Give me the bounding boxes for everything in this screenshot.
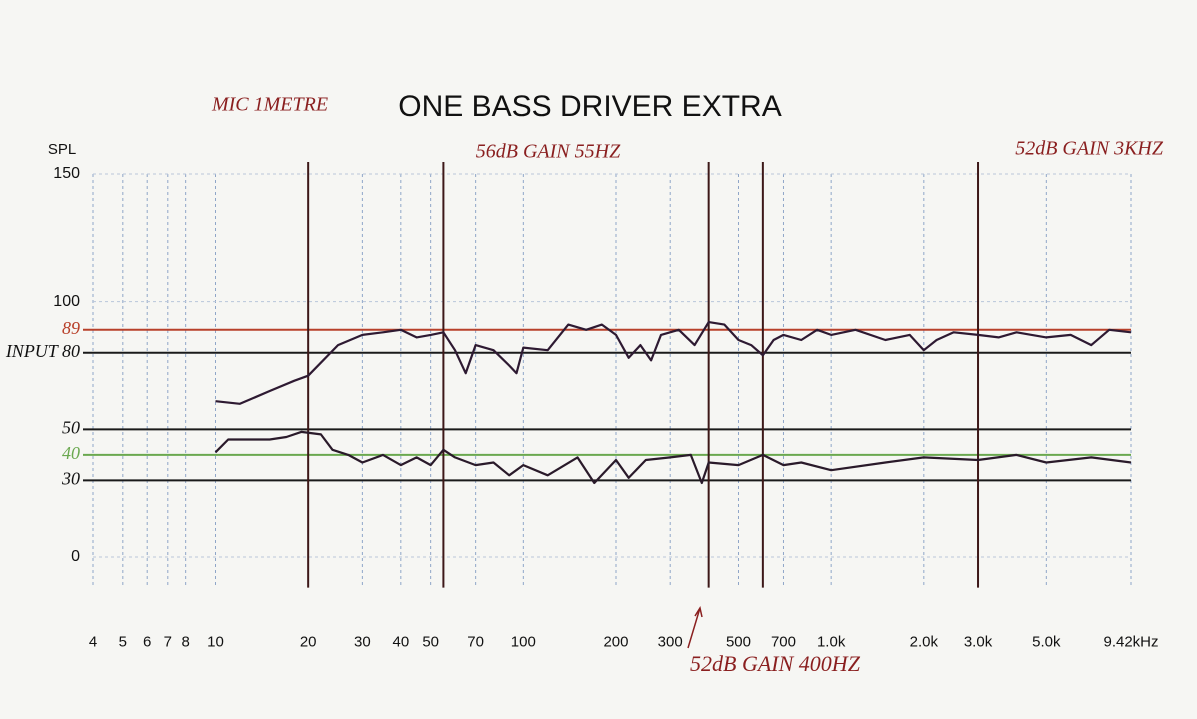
x-tick-label: 20: [300, 634, 317, 651]
x-tick-label: 300: [658, 634, 683, 651]
x-tick-label: 2.0k: [910, 634, 939, 651]
x-tick-label: 5.0k: [1032, 634, 1061, 651]
x-tick-label: 10: [207, 634, 224, 651]
x-tick-label: 500: [726, 634, 751, 651]
x-tick-label: 30: [354, 634, 371, 651]
y-tick-label: 100: [53, 293, 80, 310]
annotation-arrow: [687, 606, 703, 649]
y-axis-label: SPL: [48, 141, 76, 158]
y-tick-label: 89: [62, 318, 80, 338]
x-tick-label: 4: [89, 634, 97, 651]
x-tick-label: 8: [181, 634, 189, 651]
chart-title: ONE BASS DRIVER EXTRA: [398, 90, 781, 123]
y-tick-label: INPUT 80: [5, 341, 80, 361]
y-tick-label: 0: [71, 548, 80, 565]
note: MIC 1METRE: [211, 94, 328, 116]
x-tick-label: 1.0k: [817, 634, 846, 651]
y-tick-label: 50: [62, 417, 80, 437]
x-tick-label: 7: [164, 634, 172, 651]
annotation: 52dB GAIN 3KHZ: [1015, 138, 1164, 160]
x-tick-label: 40: [392, 634, 409, 651]
y-tick-label: 40: [62, 443, 80, 463]
y-tick-label: 150: [53, 165, 80, 182]
series-line: [214, 430, 1132, 485]
x-tick-label: 3.0k: [964, 634, 993, 651]
x-tick-label: 100: [511, 634, 536, 651]
x-tick-label: 70: [467, 634, 484, 651]
x-tick-label: 50: [422, 634, 439, 651]
x-tick-label: 5: [119, 634, 127, 651]
y-tick-label: 30: [61, 469, 80, 489]
x-tick-label: 700: [771, 634, 796, 651]
x-tick-label: 6: [143, 634, 151, 651]
series-line: [215, 321, 1132, 405]
x-tick-label: 200: [603, 634, 628, 651]
annotation: 52dB GAIN 400HZ: [690, 651, 861, 676]
annotation: 56dB GAIN 55HZ: [476, 141, 621, 163]
x-tick-label: 9.42kHz: [1103, 634, 1158, 651]
